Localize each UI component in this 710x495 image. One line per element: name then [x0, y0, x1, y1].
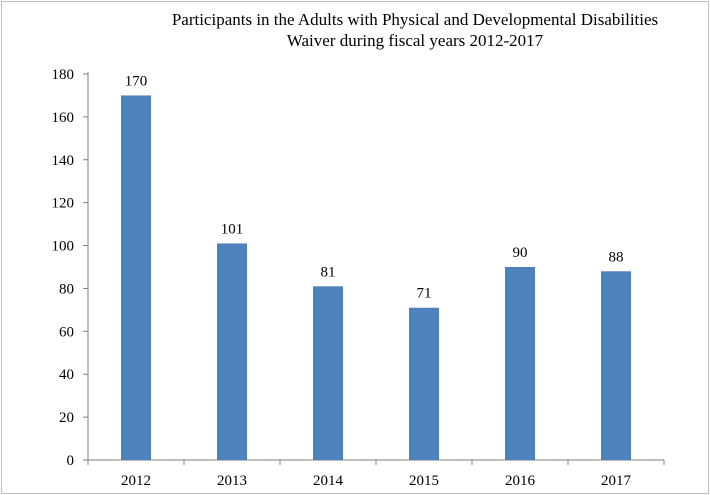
y-tick-label: 40: [59, 367, 74, 383]
y-tick-label: 20: [59, 410, 74, 426]
data-label-2013: 101: [221, 221, 244, 237]
data-label-2012: 170: [125, 73, 148, 89]
y-tick-label: 160: [52, 110, 75, 126]
y-tick-label: 140: [52, 153, 75, 169]
x-tick-label-2015: 2015: [409, 473, 439, 489]
bar-2015: [409, 307, 439, 460]
y-tick-label: 100: [52, 239, 75, 255]
y-tick-label: 60: [59, 324, 74, 340]
data-label-2016: 90: [513, 245, 528, 261]
bar-2012: [121, 95, 151, 460]
bar-2017: [601, 271, 631, 460]
y-tick-label: 0: [67, 453, 75, 469]
x-tick-label-2014: 2014: [313, 473, 344, 489]
y-tick-label: 120: [52, 196, 75, 212]
y-tick-label: 180: [52, 67, 75, 83]
x-tick-label-2012: 2012: [121, 473, 151, 489]
x-tick-label-2016: 2016: [505, 473, 536, 489]
chart-title-line-2: Waiver during fiscal years 2012-2017: [286, 31, 544, 50]
data-label-2014: 81: [321, 264, 336, 280]
data-label-2017: 88: [609, 249, 624, 265]
chart-title-line-1: Participants in the Adults with Physical…: [171, 10, 659, 29]
x-tick-label-2017: 2017: [601, 473, 632, 489]
bar-2016: [505, 267, 535, 460]
y-tick-label: 80: [59, 281, 74, 297]
data-label-2015: 71: [417, 286, 432, 302]
bar-2013: [217, 243, 247, 460]
x-tick-label-2013: 2013: [217, 473, 247, 489]
bar-2014: [313, 286, 343, 460]
